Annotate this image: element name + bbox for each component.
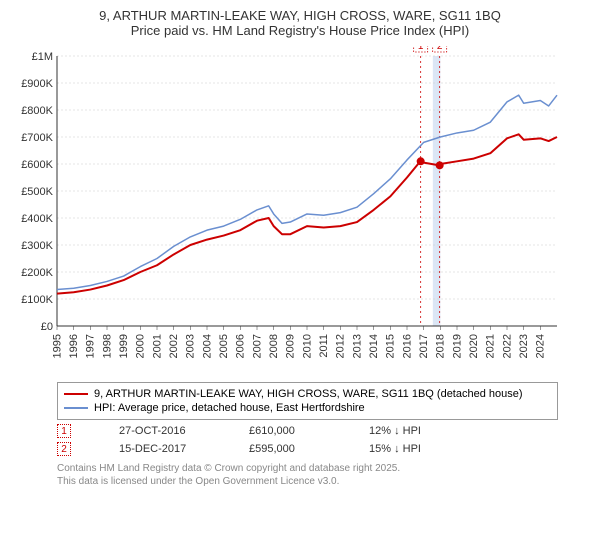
- svg-text:2016: 2016: [401, 334, 413, 358]
- svg-text:£0: £0: [41, 321, 53, 333]
- svg-text:2007: 2007: [251, 334, 263, 358]
- svg-text:£700K: £700K: [21, 132, 53, 144]
- price-chart: £0 £100K £200K £300K £400K £500K £600K £700K £80…: [12, 46, 588, 376]
- title-line-1: 9, ARTHUR MARTIN-LEAKE WAY, HIGH CROSS, …: [12, 8, 588, 23]
- legend-label: 9, ARTHUR MARTIN-LEAKE WAY, HIGH CROSS, …: [94, 388, 523, 400]
- svg-text:£1M: £1M: [32, 51, 53, 63]
- footer-line-1: Contains HM Land Registry data © Crown c…: [57, 462, 558, 475]
- svg-text:2017: 2017: [418, 334, 430, 358]
- svg-text:£100K: £100K: [21, 294, 53, 306]
- svg-text:2001: 2001: [151, 334, 163, 358]
- svg-text:2004: 2004: [201, 334, 213, 358]
- svg-text:1997: 1997: [85, 334, 97, 358]
- sale-marker-icon: 1: [57, 424, 71, 438]
- legend: 9, ARTHUR MARTIN-LEAKE WAY, HIGH CROSS, …: [57, 382, 558, 420]
- svg-text:£500K: £500K: [21, 186, 53, 198]
- legend-swatch: [64, 407, 88, 409]
- sale-delta: 15% ↓ HPI: [369, 443, 421, 455]
- sale-row: 2 15-DEC-2017 £595,000 15% ↓ HPI: [57, 442, 558, 456]
- svg-text:2022: 2022: [501, 334, 513, 358]
- footer-line-2: This data is licensed under the Open Gov…: [57, 475, 558, 488]
- svg-text:2013: 2013: [351, 334, 363, 358]
- sale-row: 1 27-OCT-2016 £610,000 12% ↓ HPI: [57, 424, 558, 438]
- svg-text:2021: 2021: [485, 334, 497, 358]
- sale-price: £595,000: [249, 443, 329, 455]
- svg-text:1998: 1998: [101, 334, 113, 358]
- svg-text:2005: 2005: [218, 334, 230, 358]
- svg-text:1996: 1996: [68, 334, 80, 358]
- svg-text:2014: 2014: [368, 334, 380, 358]
- svg-text:2008: 2008: [268, 334, 280, 358]
- svg-text:2018: 2018: [435, 334, 447, 358]
- svg-text:2003: 2003: [185, 334, 197, 358]
- svg-text:2006: 2006: [235, 334, 247, 358]
- sale-marker-icon: 2: [57, 442, 71, 456]
- svg-text:1995: 1995: [51, 334, 63, 358]
- svg-text:2011: 2011: [318, 334, 330, 358]
- svg-text:2012: 2012: [335, 334, 347, 358]
- title-line-2: Price paid vs. HM Land Registry's House …: [12, 23, 588, 38]
- sale-price: £610,000: [249, 425, 329, 437]
- svg-text:2015: 2015: [385, 334, 397, 358]
- svg-text:2009: 2009: [285, 334, 297, 358]
- svg-text:2010: 2010: [301, 334, 313, 358]
- sale-date: 27-OCT-2016: [119, 425, 209, 437]
- svg-text:£600K: £600K: [21, 159, 53, 171]
- svg-text:2019: 2019: [451, 334, 463, 358]
- svg-text:2002: 2002: [168, 334, 180, 358]
- svg-text:2: 2: [437, 46, 443, 52]
- svg-text:2020: 2020: [468, 334, 480, 358]
- svg-text:£200K: £200K: [21, 267, 53, 279]
- svg-text:1: 1: [418, 46, 424, 52]
- chart-svg: £0 £100K £200K £300K £400K £500K £600K £700K £80…: [12, 46, 572, 376]
- svg-text:2024: 2024: [535, 334, 547, 358]
- sale-date: 15-DEC-2017: [119, 443, 209, 455]
- legend-row: HPI: Average price, detached house, East…: [64, 401, 551, 415]
- svg-text:£300K: £300K: [21, 240, 53, 252]
- legend-swatch: [64, 393, 88, 395]
- svg-text:£400K: £400K: [21, 213, 53, 225]
- sales-block: 1 27-OCT-2016 £610,000 12% ↓ HPI 2 15-DEC-201…: [12, 424, 588, 456]
- svg-text:2000: 2000: [135, 334, 147, 358]
- legend-label: HPI: Average price, detached house, East…: [94, 402, 365, 414]
- svg-text:1999: 1999: [118, 334, 130, 358]
- svg-text:£800K: £800K: [21, 105, 53, 117]
- svg-text:2023: 2023: [518, 334, 530, 358]
- legend-row: 9, ARTHUR MARTIN-LEAKE WAY, HIGH CROSS, …: [64, 387, 551, 401]
- svg-text:£900K: £900K: [21, 78, 53, 90]
- footer-note: Contains HM Land Registry data © Crown c…: [57, 462, 558, 488]
- sale-delta: 12% ↓ HPI: [369, 425, 421, 437]
